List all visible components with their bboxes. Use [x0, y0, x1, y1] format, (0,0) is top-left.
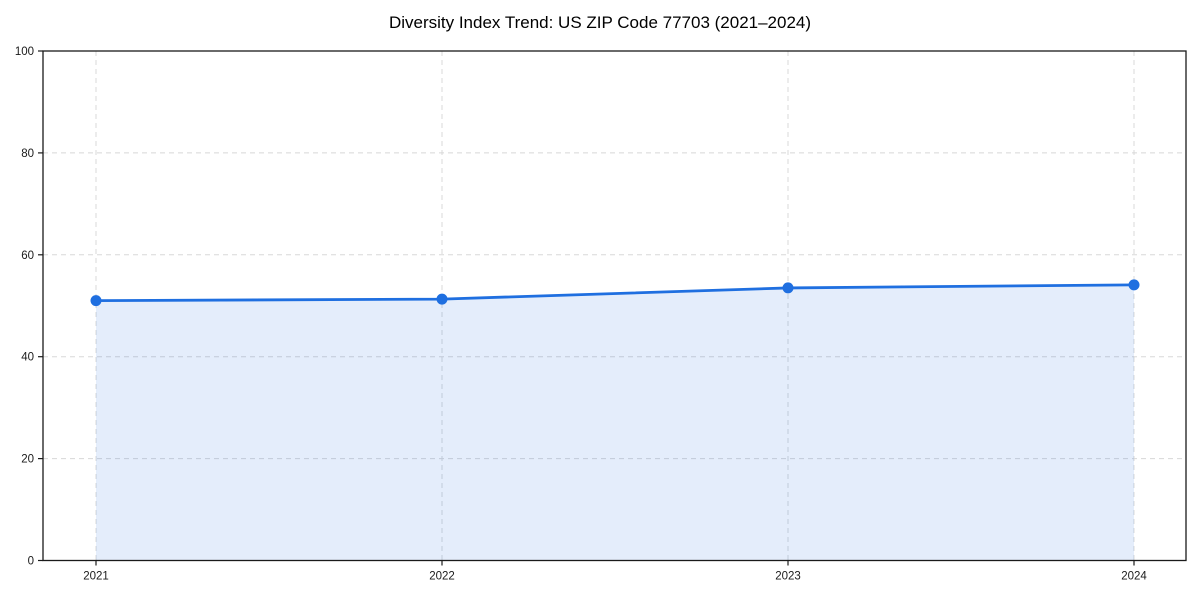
marker-layer: [90, 279, 1140, 307]
y-tick-label: 40: [21, 352, 34, 364]
trend-line: [94, 283, 1136, 303]
tick-labels: 0 20 40 60 80 100 2021 2022 2023 2024: [15, 46, 1148, 583]
y-tick-label: 0: [28, 556, 34, 568]
y-tick-label: 80: [21, 148, 34, 160]
tick-marks: [38, 50, 1135, 566]
y-tick-label: 60: [21, 250, 34, 262]
data-point-2023: [782, 282, 794, 294]
area-fill: [96, 284, 1134, 561]
data-point-2022: [436, 293, 448, 305]
y-tick-label: 100: [15, 46, 34, 58]
x-tick-label: 2021: [83, 571, 109, 583]
data-point-2024: [1128, 279, 1140, 291]
axes-frame: [42, 50, 1187, 562]
chart-title: Diversity Index Trend: US ZIP Code 77703…: [388, 13, 812, 32]
y-tick-label: 20: [21, 454, 34, 466]
x-tick-label: 2022: [429, 571, 455, 583]
x-tick-label: 2023: [775, 571, 801, 583]
x-tick-label: 2024: [1121, 571, 1147, 583]
data-point-2021: [90, 295, 102, 307]
